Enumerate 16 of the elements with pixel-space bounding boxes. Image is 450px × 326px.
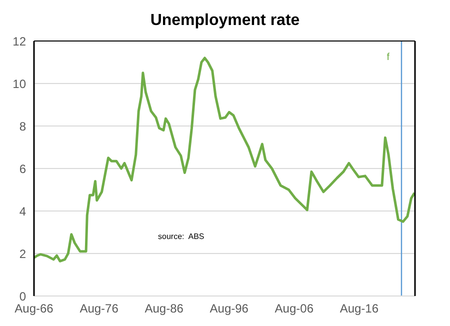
x-tick-label: Aug-66 xyxy=(14,302,54,316)
y-tick-label: 0 xyxy=(19,289,26,304)
y-tick-label: 12 xyxy=(12,34,26,48)
y-tick-label: 4 xyxy=(19,204,26,218)
x-tick-label: Aug-16 xyxy=(340,302,379,316)
y-tick-label: 6 xyxy=(19,162,26,176)
ref-line-label: f xyxy=(386,52,390,64)
x-tick-label: Aug-86 xyxy=(144,302,184,316)
chart-title: Unemployment rate xyxy=(149,11,301,31)
x-tick-label: Aug-76 xyxy=(80,302,119,316)
x-tick-label: Aug-06 xyxy=(274,302,314,316)
y-tick-label: 10 xyxy=(12,76,26,91)
y-tick-label: 2 xyxy=(19,246,26,261)
y-tick-label: 8 xyxy=(19,119,26,134)
x-tick-label: Aug-96 xyxy=(210,302,249,316)
annotation: source: ABS xyxy=(158,232,204,241)
